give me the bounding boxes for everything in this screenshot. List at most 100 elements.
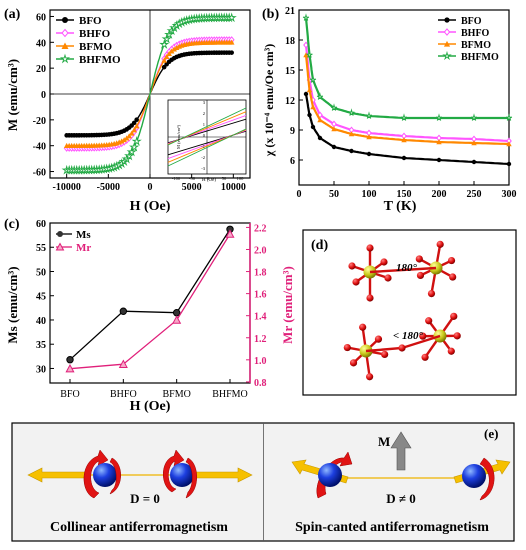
data-point-bhfmo (129, 141, 140, 152)
panel-c-ytick-label: 30 (36, 364, 46, 375)
chi-point-bfo (310, 124, 316, 130)
panel-a-letter: (a) (4, 7, 21, 22)
inset-ytick-label: 3 (203, 100, 206, 105)
panel-b-xtick-label: 0 (297, 189, 302, 200)
oxygen-atom (366, 294, 374, 302)
panel-a-xlabel: H (Oe) (130, 199, 171, 214)
inset-xlabel: H (Oe) (202, 178, 216, 183)
legend-label-bfmo: BFMO (79, 41, 112, 53)
panel-b-xtick-label: 200 (432, 189, 447, 200)
legend-label-bhfmo: BHFMO (461, 52, 499, 63)
data-point-ms (119, 307, 128, 315)
panel-c-ytick-label: 50 (36, 267, 46, 278)
data-point-bfmo (228, 39, 235, 45)
panel-a-ytick-label: -40 (33, 142, 46, 153)
data-point-bfmo (163, 53, 170, 60)
chi-point-bhfmo (306, 50, 313, 58)
panel-a-ytick-label: 60 (36, 12, 46, 23)
chi-point-bhfmo (302, 13, 310, 21)
oxygen-atom (427, 290, 436, 298)
oxygen-atom (381, 350, 389, 359)
legend-marker-bhfo (61, 28, 69, 38)
data-point-bhfmo (126, 146, 137, 157)
panel-b-ytick-label: 18 (285, 36, 295, 47)
chi-point-bfmo (317, 117, 323, 123)
panel-b-xtick-label: 150 (397, 189, 412, 200)
chi-point-bfmo (348, 131, 355, 137)
panel-d-letter: (d) (311, 238, 328, 253)
panel-a-xtick-label: -5000 (97, 182, 120, 193)
legend-marker-bfmo (443, 40, 451, 47)
panel-b-ytick-label: 15 (285, 66, 295, 77)
oxygen-atom (415, 255, 423, 263)
inset-loop-bhfmo (167, 107, 247, 146)
chi-point-bfo (307, 112, 312, 118)
chi-point-bfmo (310, 104, 316, 110)
panel-b: 0 50 100 150 200 250 300 6 9 12 15 18 21 (b) T (K) χ… (262, 6, 517, 214)
panel-a-xtick-label: 0 (148, 182, 153, 193)
inset-xtick-label: -100 (172, 176, 181, 181)
chi-point-bhfmo (435, 113, 443, 121)
panel-e-divider (263, 423, 264, 541)
chi-point-bfo (471, 159, 477, 165)
panel-c-category-label: BHFMO (212, 389, 248, 400)
data-point-bfmo (118, 138, 125, 144)
canted-atom-right (462, 464, 486, 488)
chi-point-bfo (506, 161, 512, 167)
inset-ytick-label: 1 (203, 122, 205, 127)
data-point-bfmo (131, 127, 137, 133)
oxygen-atom (449, 273, 457, 281)
data-point-bhfmo (226, 12, 237, 23)
inset-ytick-label: -1 (201, 144, 205, 149)
panel-c-y2tick-label: 1.4 (254, 312, 267, 323)
panel-d: (d) 180° < 180° (302, 229, 517, 396)
linear-fe-o-fe-bond (369, 266, 437, 274)
panel-c-series (65, 225, 235, 373)
chi-point-bhfmo (348, 108, 355, 116)
net-moment-label: M (378, 434, 390, 449)
oxygen-atom (366, 373, 374, 381)
oxygen-atom (453, 332, 461, 340)
canted-d-equation: D ≠ 0 (386, 491, 416, 506)
oxygen-atom (349, 359, 358, 367)
data-point-bfmo (168, 48, 175, 54)
panel-b-xtick-label: 100 (362, 189, 377, 200)
chi-line-bfmo (304, 54, 510, 146)
chi-point-bfo (436, 157, 442, 163)
panel-c-letter: (c) (4, 217, 20, 232)
canted-caption: Spin-canted antiferromagnetism (295, 520, 489, 535)
chi-point-bhfmo (309, 75, 317, 83)
panel-c-ytick-label: 35 (36, 340, 46, 351)
data-point-bfo (131, 120, 137, 126)
chi-point-bfo (366, 151, 372, 157)
data-point-mr (65, 363, 75, 373)
oxygen-atom (425, 317, 433, 325)
inset-ticks: -100 -50 0 50 100 -3 -2 -1 0 1 2 3 (172, 100, 244, 181)
data-point-bfmo (171, 46, 177, 52)
data-point-bfmo (126, 133, 132, 139)
inset-series (167, 100, 247, 174)
panel-a-ytick-label: -60 (33, 168, 46, 179)
canted-atom-left (318, 463, 342, 487)
chi-point-bfo (317, 135, 323, 141)
spin-rotation-arrow-left (83, 449, 109, 499)
panel-a-series (61, 12, 237, 175)
panel-c-y2tick-label: 2.0 (254, 245, 267, 256)
data-point-bfmo (133, 123, 140, 129)
panel-b-xtick-label: 300 (502, 189, 517, 200)
chi-point-bfmo (303, 52, 309, 58)
chi-point-bhfmo (316, 92, 324, 100)
data-point-mr (172, 315, 182, 324)
panel-c-y2tick-label: 1.8 (254, 268, 267, 279)
data-point-bfo (134, 117, 139, 122)
panel-d-frame (302, 229, 517, 396)
panel-b-ytick-label: 12 (285, 96, 295, 107)
oxygen-atom (447, 347, 455, 355)
panel-b-xtick-label: 250 (467, 189, 482, 200)
data-point-bfmo (128, 130, 135, 136)
legend-label-bfo: BFO (79, 15, 102, 27)
oxygen-atom (374, 335, 383, 343)
oxygen-atom (419, 332, 427, 340)
